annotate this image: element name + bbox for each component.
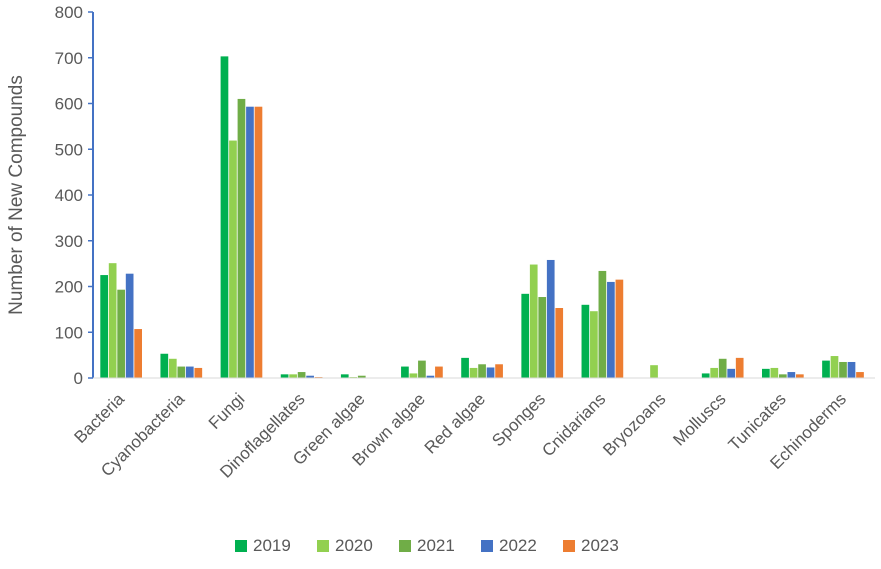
bar-2023 (495, 364, 503, 378)
bar-2023 (255, 107, 263, 378)
bar-2021 (177, 367, 185, 378)
y-tick-label: 400 (55, 186, 83, 205)
y-tick-label: 800 (55, 3, 83, 22)
bar-2021 (538, 297, 546, 378)
bar-2020 (650, 365, 658, 378)
legend-swatch-2019 (235, 540, 247, 552)
y-tick-label: 100 (55, 323, 83, 342)
bar-2023 (616, 280, 624, 378)
bar-2021 (238, 99, 246, 378)
bar-2021 (719, 359, 727, 378)
bar-2023 (856, 372, 864, 378)
legend-swatch-2022 (481, 540, 493, 552)
x-tick-label: Cnidarians (538, 389, 609, 460)
bar-2021 (478, 364, 486, 378)
y-tick-label: 0 (74, 369, 83, 388)
y-tick-label: 200 (55, 278, 83, 297)
y-axis-title: Number of New Compounds (6, 75, 27, 315)
legend-label: 2023 (581, 536, 619, 555)
bar-2021 (599, 271, 607, 378)
bar-2022 (547, 260, 555, 378)
bar-2023 (555, 308, 563, 378)
legend-label: 2022 (499, 536, 537, 555)
bar-2023 (134, 329, 142, 378)
bar-2022 (487, 367, 495, 378)
bar-2022 (126, 274, 134, 378)
bar-2022 (607, 282, 615, 378)
x-tick-label: Red algae (421, 389, 489, 457)
bar-2023 (435, 367, 443, 378)
y-tick-label: 300 (55, 232, 83, 251)
bar-2019 (822, 361, 830, 378)
bar-2020 (410, 373, 418, 378)
bar-2021 (298, 372, 306, 378)
bar-2021 (418, 361, 426, 378)
bar-2023 (796, 374, 804, 378)
bar-2019 (521, 294, 529, 378)
bar-2021 (839, 362, 847, 378)
bar-2019 (762, 369, 770, 378)
legend-swatch-2021 (399, 540, 411, 552)
bar-2020 (710, 368, 718, 378)
bar-2019 (281, 374, 289, 378)
bar-2020 (470, 368, 478, 378)
x-tick-label: Fungi (205, 389, 249, 433)
bar-2022 (848, 362, 856, 378)
y-tick-label: 600 (55, 95, 83, 114)
bar-2020 (109, 263, 117, 378)
legend-label: 2021 (417, 536, 455, 555)
bar-2019 (702, 373, 710, 378)
legend-swatch-2023 (563, 540, 575, 552)
bar-2019 (401, 367, 409, 378)
bar-2022 (787, 372, 795, 378)
x-tick-label: Bacteria (71, 389, 129, 447)
bar-2019 (221, 56, 229, 378)
x-tick-label: Molluscs (669, 389, 729, 449)
bar-2022 (186, 367, 194, 378)
x-tick-label: Sponges (488, 389, 549, 450)
legend-swatch-2020 (317, 540, 329, 552)
bar-2023 (194, 368, 202, 378)
y-tick-label: 500 (55, 140, 83, 159)
legend: 2019 2020 2021 2022 2023 (235, 536, 619, 555)
y-tick-label: 700 (55, 49, 83, 68)
bar-2021 (779, 374, 787, 378)
x-tick-label: Bryozoans (599, 389, 669, 459)
bar-2019 (160, 354, 168, 378)
bar-2023 (736, 358, 744, 378)
bar-2020 (289, 374, 297, 378)
bar-2020 (590, 311, 598, 378)
bar-2019 (341, 374, 349, 378)
bar-2020 (770, 368, 778, 378)
bar-2020 (530, 265, 538, 378)
bar-2020 (831, 356, 839, 378)
bar-2021 (117, 290, 125, 378)
bar-2022 (727, 369, 735, 378)
bar-2019 (461, 358, 469, 378)
bar-2020 (169, 359, 177, 378)
y-axis: 0 100 200 300 400 500 600 700 800 (55, 3, 93, 388)
bar-2020 (229, 141, 237, 378)
bar-2022 (246, 107, 254, 378)
legend-label: 2019 (253, 536, 291, 555)
bar-2019 (582, 305, 590, 378)
legend-label: 2020 (335, 536, 373, 555)
bar-2019 (100, 275, 108, 378)
bars (100, 56, 864, 378)
